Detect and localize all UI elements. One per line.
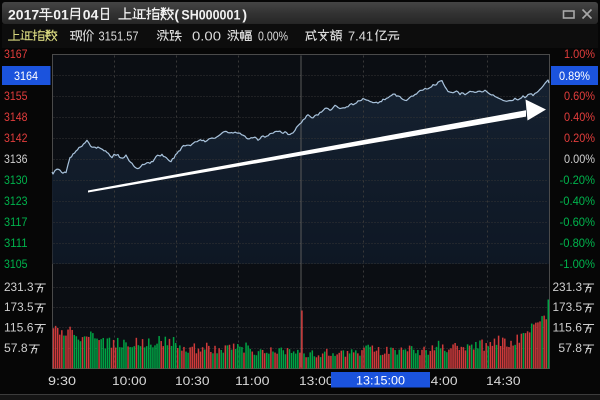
svg-text:57.8: 57.8	[558, 341, 582, 355]
svg-text:-0.60%: -0.60%	[560, 215, 596, 229]
svg-text:14:30: 14:30	[486, 374, 521, 388]
svg-text:115.6: 115.6	[4, 321, 34, 335]
svg-text:3148: 3148	[4, 110, 28, 124]
svg-text:3123: 3123	[4, 194, 28, 208]
svg-text:): )	[242, 7, 247, 23]
svg-text:173.5: 173.5	[4, 300, 34, 314]
svg-text:3130: 3130	[4, 173, 28, 187]
svg-text:0.60%: 0.60%	[564, 89, 595, 103]
svg-text:14:00: 14:00	[423, 374, 458, 388]
svg-text:SH000001: SH000001	[181, 7, 240, 23]
svg-text:3167: 3167	[4, 47, 28, 61]
svg-text:231.3: 231.3	[4, 280, 34, 294]
svg-text:0.20%: 0.20%	[564, 131, 595, 145]
svg-text:0.89%: 0.89%	[559, 69, 590, 83]
svg-text:0.00: 0.00	[192, 30, 221, 44]
svg-text:0.00%: 0.00%	[258, 30, 288, 44]
svg-text:13:00: 13:00	[299, 374, 334, 388]
svg-text:3155: 3155	[4, 89, 28, 103]
svg-text:-1.00%: -1.00%	[560, 257, 596, 271]
svg-text:231.3: 231.3	[553, 280, 583, 294]
svg-text:11:00: 11:00	[235, 374, 270, 388]
svg-text:7.41: 7.41	[348, 30, 373, 44]
svg-text:57.8: 57.8	[4, 341, 28, 355]
svg-text:3111: 3111	[4, 236, 28, 250]
svg-text:3136: 3136	[4, 152, 28, 166]
svg-text:3117: 3117	[4, 215, 28, 229]
svg-text:-0.40%: -0.40%	[560, 194, 596, 208]
svg-text:115.6: 115.6	[553, 321, 583, 335]
svg-text:3151.57: 3151.57	[99, 30, 139, 44]
svg-text:(: (	[174, 7, 179, 23]
svg-text:-0.20%: -0.20%	[560, 173, 596, 187]
svg-text:9:30: 9:30	[48, 374, 76, 388]
svg-text:01: 01	[53, 7, 69, 23]
svg-text:-0.80%: -0.80%	[560, 236, 596, 250]
svg-text:3164: 3164	[14, 69, 38, 83]
svg-text:0.40%: 0.40%	[564, 110, 595, 124]
svg-text:1.00%: 1.00%	[564, 47, 595, 61]
svg-text:10:00: 10:00	[112, 374, 147, 388]
svg-text:04: 04	[83, 7, 99, 23]
svg-text:0.00%: 0.00%	[564, 152, 595, 166]
svg-text:13:15:00: 13:15:00	[356, 374, 405, 388]
svg-text:2017: 2017	[8, 7, 39, 23]
svg-text:173.5: 173.5	[553, 300, 583, 314]
svg-text:10:30: 10:30	[175, 374, 210, 388]
svg-text:3142: 3142	[4, 131, 28, 145]
svg-text:3105: 3105	[4, 257, 28, 271]
